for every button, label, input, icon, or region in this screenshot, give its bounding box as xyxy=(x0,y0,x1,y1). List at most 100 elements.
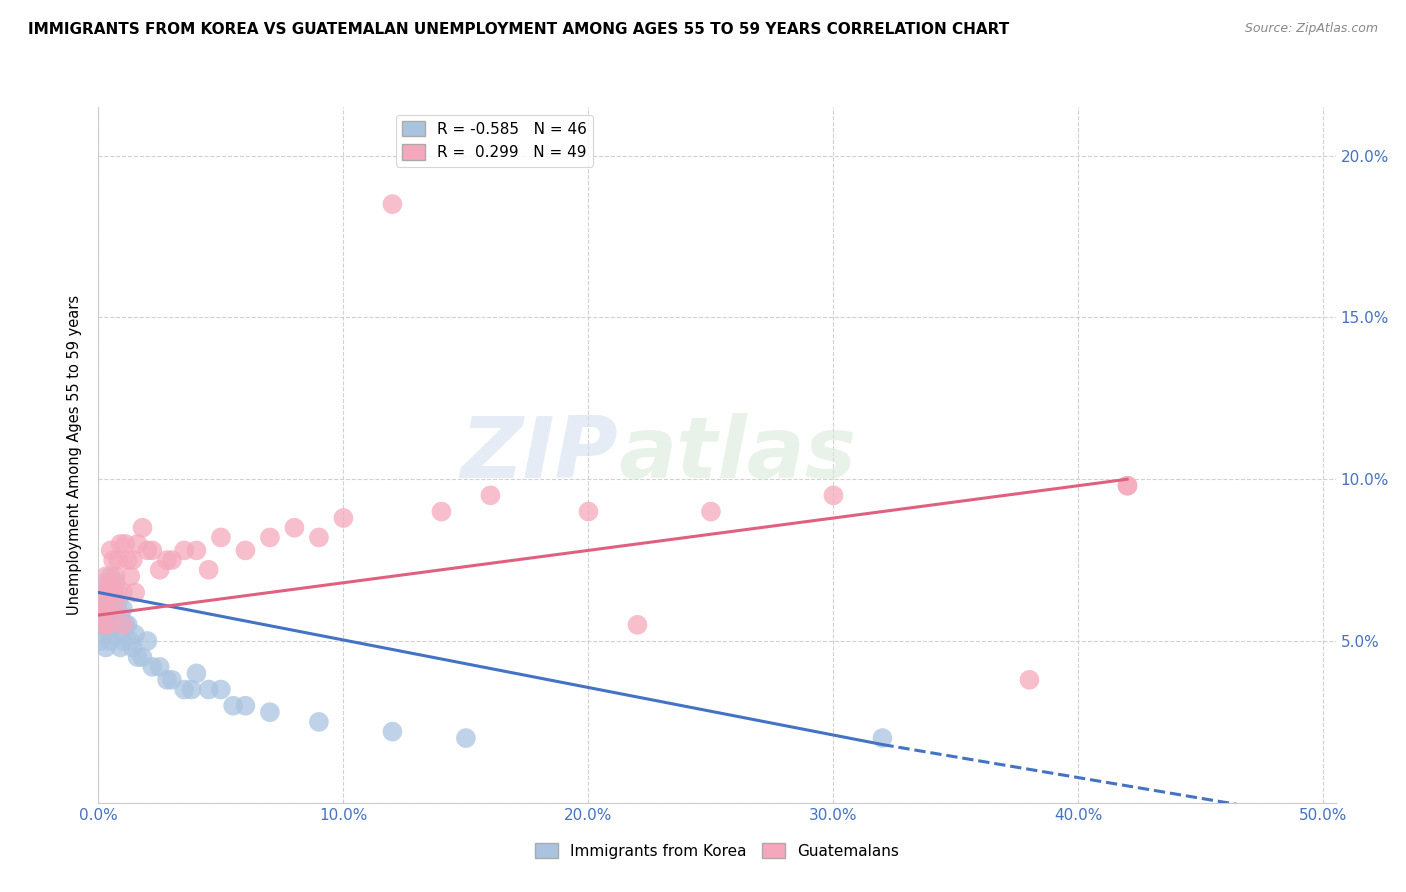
Point xyxy=(872,731,894,745)
Point xyxy=(97,585,120,599)
Point xyxy=(104,569,127,583)
Point xyxy=(136,634,159,648)
Point xyxy=(186,543,208,558)
Point xyxy=(117,553,139,567)
Point xyxy=(101,585,124,599)
Point xyxy=(1018,673,1040,687)
Point xyxy=(141,543,163,558)
Point xyxy=(308,714,330,729)
Point xyxy=(101,617,124,632)
Point xyxy=(114,617,136,632)
Point xyxy=(111,601,134,615)
Point xyxy=(91,617,114,632)
Point xyxy=(97,627,120,641)
Point xyxy=(127,537,149,551)
Point xyxy=(131,521,153,535)
Point xyxy=(104,608,127,623)
Point xyxy=(107,627,129,641)
Point xyxy=(700,504,723,518)
Point xyxy=(110,608,132,623)
Point xyxy=(180,682,202,697)
Text: atlas: atlas xyxy=(619,413,856,497)
Point xyxy=(100,569,122,583)
Point xyxy=(120,569,142,583)
Point xyxy=(283,521,305,535)
Point xyxy=(259,705,281,719)
Point xyxy=(91,585,114,599)
Point xyxy=(100,601,122,615)
Point xyxy=(100,575,122,590)
Point xyxy=(173,543,195,558)
Point xyxy=(124,585,146,599)
Point xyxy=(149,563,172,577)
Point xyxy=(430,504,453,518)
Point xyxy=(111,617,134,632)
Point xyxy=(197,682,219,697)
Text: IMMIGRANTS FROM KOREA VS GUATEMALAN UNEMPLOYMENT AMONG AGES 55 TO 59 YEARS CORRE: IMMIGRANTS FROM KOREA VS GUATEMALAN UNEM… xyxy=(28,22,1010,37)
Text: Source: ZipAtlas.com: Source: ZipAtlas.com xyxy=(1244,22,1378,36)
Point xyxy=(91,617,114,632)
Point xyxy=(332,511,354,525)
Point xyxy=(94,601,117,615)
Point xyxy=(209,682,232,697)
Point xyxy=(104,575,127,590)
Point xyxy=(110,640,132,655)
Point xyxy=(101,585,124,599)
Point xyxy=(156,673,179,687)
Point xyxy=(94,569,117,583)
Point xyxy=(1116,478,1139,492)
Point xyxy=(259,531,281,545)
Point xyxy=(197,563,219,577)
Point xyxy=(454,731,477,745)
Point xyxy=(578,504,600,518)
Point xyxy=(101,553,124,567)
Point xyxy=(120,634,142,648)
Point xyxy=(111,634,134,648)
Point xyxy=(136,543,159,558)
Point xyxy=(107,585,129,599)
Point xyxy=(479,488,502,502)
Legend: Immigrants from Korea, Guatemalans: Immigrants from Korea, Guatemalans xyxy=(529,837,905,864)
Y-axis label: Unemployment Among Ages 55 to 59 years: Unemployment Among Ages 55 to 59 years xyxy=(67,295,83,615)
Point xyxy=(127,650,149,665)
Point xyxy=(160,553,183,567)
Point xyxy=(90,601,112,615)
Point xyxy=(100,634,122,648)
Point xyxy=(121,553,143,567)
Point xyxy=(381,197,404,211)
Point xyxy=(97,595,120,609)
Point xyxy=(149,660,172,674)
Point xyxy=(111,585,134,599)
Point xyxy=(90,634,112,648)
Point xyxy=(117,617,139,632)
Point xyxy=(107,595,129,609)
Point xyxy=(209,531,232,545)
Point xyxy=(186,666,208,681)
Point xyxy=(104,601,127,615)
Point xyxy=(94,608,117,623)
Point xyxy=(381,724,404,739)
Text: ZIP: ZIP xyxy=(460,413,619,497)
Point xyxy=(156,553,179,567)
Point xyxy=(160,673,183,687)
Point xyxy=(124,627,146,641)
Point xyxy=(235,698,257,713)
Point xyxy=(141,660,163,674)
Point xyxy=(308,531,330,545)
Point xyxy=(94,575,117,590)
Point xyxy=(626,617,648,632)
Point xyxy=(90,601,112,615)
Point xyxy=(173,682,195,697)
Point xyxy=(97,617,120,632)
Point xyxy=(91,585,114,599)
Point xyxy=(100,543,122,558)
Point xyxy=(235,543,257,558)
Point xyxy=(222,698,245,713)
Point xyxy=(131,650,153,665)
Point xyxy=(823,488,845,502)
Point xyxy=(107,553,129,567)
Point xyxy=(1116,478,1139,492)
Point xyxy=(114,537,136,551)
Point xyxy=(110,537,132,551)
Point xyxy=(94,640,117,655)
